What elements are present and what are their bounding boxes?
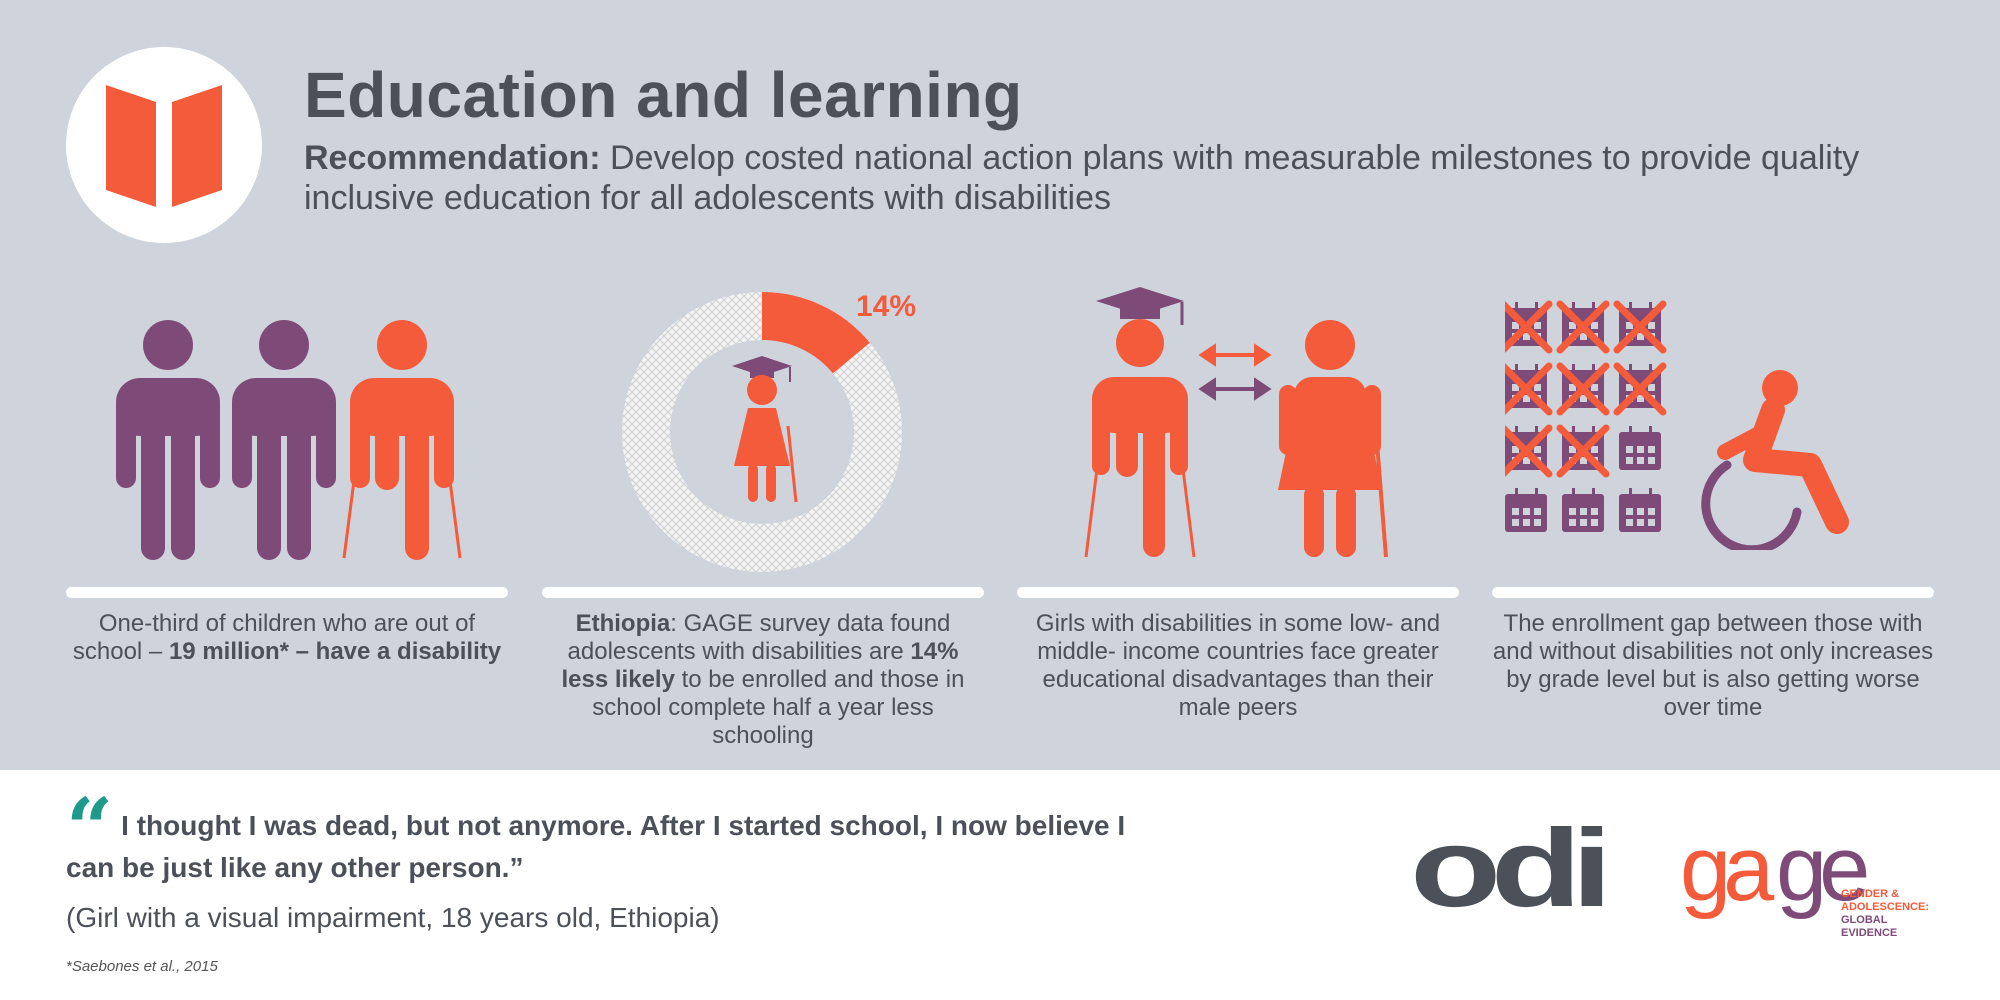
panel2-caption-plain-1: : GAGE survey data found adolescents wit… (567, 610, 951, 665)
svg-text:ga: ga (1680, 818, 1775, 920)
panel2-caption: Ethiopia: GAGE survey data found adolesc… (542, 610, 984, 750)
calendar-icon (1613, 300, 1667, 354)
panel2-caption-plain-2: to be enrolled and those in school compl… (592, 666, 965, 749)
panel1-caption-bold: 19 million* – have a disability (168, 638, 502, 665)
divider-bar (66, 587, 508, 598)
panel1-caption-plain: One-third of children who are out of sch… (72, 610, 476, 665)
donut-slice-14 (761, 292, 870, 374)
panel1-figures (116, 320, 462, 560)
recommendation-text: Develop costed national action plans wit… (304, 139, 1860, 217)
page-title: Education and learning (304, 59, 1023, 131)
calendar-icon (1562, 488, 1604, 532)
calendar-grid (1505, 300, 1667, 532)
svg-text:ge: ge (1776, 818, 1867, 920)
calendar-icon (1556, 300, 1610, 354)
book-icon (106, 85, 222, 207)
male-figure-icon (116, 320, 220, 560)
panel4-figures (1505, 300, 1849, 550)
panel2-donut: 14% (622, 290, 916, 572)
calendar-icon (1556, 362, 1610, 416)
calendar-icon (1619, 488, 1661, 532)
bottom-section (0, 770, 2000, 1000)
panel1-caption: One-third of children who are out of sch… (66, 610, 508, 666)
quote-attribution: (Girl with a visual impairment, 18 years… (66, 902, 720, 933)
panel2-caption-bold-1: Ethiopia (575, 610, 671, 637)
gage-logo: ga ge (1680, 818, 1875, 920)
gage-subtitle: GENDER & ADOLESCENCE: GLOBAL EVIDENCE (1841, 888, 1929, 940)
gage-line-3: GLOBAL (1841, 914, 1888, 926)
male-figure-icon (232, 320, 336, 560)
quote: “I thought I was dead, but not anymore. … (66, 781, 1146, 889)
divider-bar (1017, 587, 1459, 598)
panel3-caption: Girls with disabilities in some low- and… (1035, 610, 1441, 721)
book-badge (66, 47, 262, 243)
panel3-figures (1084, 287, 1388, 558)
top-section (0, 0, 2000, 770)
girl-cane-icon (1278, 320, 1388, 558)
calendar-icon (1505, 488, 1547, 532)
panel4-caption: The enrollment gap between those with an… (1492, 610, 1934, 721)
calendar-icon (1619, 426, 1661, 470)
recommendation-label: Recommendation: (304, 139, 601, 177)
gage-line-1: GENDER & (1841, 888, 1900, 900)
recommendation: Recommendation: Develop costed national … (304, 138, 1904, 218)
graduate-boy-crutches-icon (1084, 287, 1196, 558)
gage-line-4: EVIDENCE (1841, 927, 1898, 939)
svg-text:odi: odi (1412, 826, 1603, 910)
odi-logo: odi (1412, 826, 1604, 910)
panel2-caption-bold-2: 14% less likely (561, 638, 959, 693)
quote-text: I thought I was dead, but not anymore. A… (66, 810, 1126, 883)
quote-mark-icon: “ (66, 781, 114, 877)
calendar-icon (1505, 300, 1553, 354)
graduate-girl-icon (732, 356, 798, 503)
divider-bar (1492, 587, 1934, 598)
wheelchair-user-icon (1701, 370, 1849, 550)
double-arrow-icon (1198, 377, 1272, 401)
double-arrow-icon (1198, 343, 1272, 367)
divider-bar (542, 587, 984, 598)
footnote: *Saebones et al., 2015 (66, 958, 218, 975)
gage-line-2: ADOLESCENCE: (1841, 901, 1930, 913)
crutches-figure-icon (342, 320, 462, 560)
calendar-icon (1505, 362, 1553, 416)
calendar-icon (1556, 424, 1610, 478)
calendar-icon (1613, 362, 1667, 416)
percent-label: 14% (856, 290, 916, 323)
calendar-icon (1505, 424, 1553, 478)
